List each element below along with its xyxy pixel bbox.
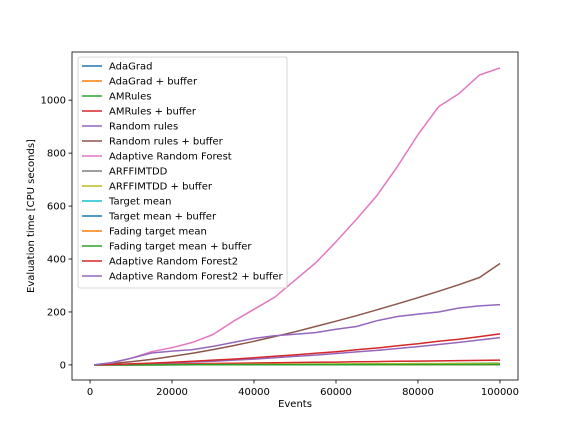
legend-label: ARFFIMTDD: [109, 167, 168, 178]
legend-label: Random rules: [109, 122, 178, 133]
y-axis-label: Evaluation time [CPU seconds]: [26, 139, 37, 293]
series-line-5: [94, 262, 501, 366]
series-line-6: [94, 67, 501, 366]
x-tick-label: 100000: [481, 387, 519, 398]
legend-label: AdaGrad + buffer: [109, 77, 198, 88]
x-axis-ticks: 0 20000 40000 60000 80000 100000: [87, 380, 519, 398]
x-axis-label: Events: [278, 399, 312, 410]
legend-label: Random rules + buffer: [109, 137, 224, 148]
legend-label: ARFFIMTDD + buffer: [109, 182, 213, 193]
x-tick-label: 40000: [238, 387, 270, 398]
y-tick-label: 600: [47, 202, 66, 213]
y-tick-label: 400: [47, 255, 66, 266]
legend-label: AMRules: [109, 92, 151, 103]
x-tick-label: 20000: [156, 387, 188, 398]
legend-label: AdaGrad: [109, 62, 152, 73]
legend: AdaGrad AdaGrad + buffer AMRules AMRules + …: [77, 56, 288, 289]
y-axis-ticks: 0 200 400 600 800 1000: [41, 96, 72, 371]
series-line-14: [94, 303, 501, 366]
y-tick-label: 0: [60, 360, 66, 371]
x-tick-label: 0: [87, 387, 93, 398]
legend-label: Adaptive Random Forest2: [109, 257, 238, 268]
x-tick-label: 60000: [320, 387, 352, 398]
legend-label: Target mean: [108, 197, 171, 208]
series-line-13: [94, 333, 501, 366]
x-tick-label: 80000: [402, 387, 434, 398]
y-tick-label: 1000: [41, 96, 66, 107]
legend-box: [77, 56, 288, 289]
legend-label: Adaptive Random Forest2 + buffer: [109, 272, 284, 283]
legend-label: Fading target mean + buffer: [109, 242, 252, 253]
y-tick-label: 200: [47, 307, 66, 318]
y-tick-label: 800: [47, 149, 66, 160]
legend-label: Adaptive Random Forest: [109, 152, 232, 163]
legend-label: AMRules + buffer: [109, 107, 197, 118]
series-layer: [94, 67, 501, 366]
legend-label: Fading target mean: [109, 227, 207, 238]
legend-label: Target mean + buffer: [108, 212, 217, 223]
